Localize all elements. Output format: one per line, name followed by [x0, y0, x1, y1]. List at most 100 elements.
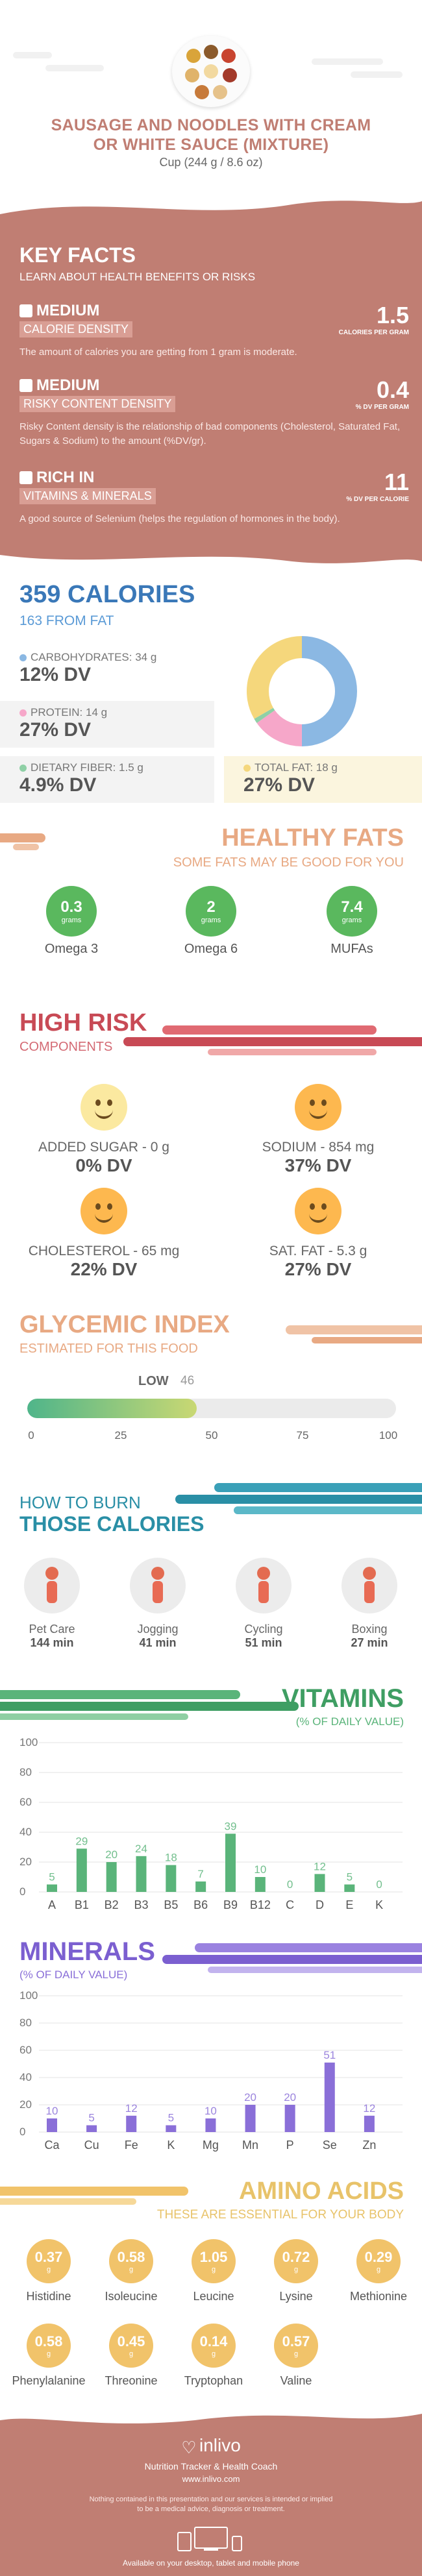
mineral-value-label: 10 [205, 2105, 217, 2117]
vitamin-category-label: B2 [105, 1898, 119, 1911]
amino-item-histidine: 0.37 g Histidine [6, 2239, 91, 2303]
risk-dv: 37% DV [284, 1155, 352, 1175]
glycemic-tick: 75 [296, 1429, 309, 1441]
mineral-value-label: 20 [284, 2091, 296, 2104]
macro-carbs: CARBOHYDRATES: 34 g 12% DV [0, 646, 214, 693]
healthy-fats-subtitle: SOME FATS MAY BE GOOD FOR YOU [173, 855, 404, 870]
activity-minutes: 144 min [30, 1636, 74, 1649]
calories-donut-chart [247, 636, 357, 746]
burn-section: HOW TO BURN THOSE CALORIES Pet Care 144 … [0, 1470, 422, 1671]
macro-dv: 27% DV [19, 719, 92, 741]
vitamin-category-label: K [375, 1898, 383, 1911]
glycemic-bar [27, 1399, 396, 1418]
vitamin-category-label: B1 [75, 1898, 89, 1911]
vitamin-ytick: 40 [19, 1826, 32, 1838]
fat-value: 2 [206, 898, 216, 916]
fact-description: The amount of calories you are getting f… [19, 347, 297, 358]
vitamins-bar-chart: 0204060801005A29B120B224B318B57B639B910B… [19, 1736, 403, 1911]
key-facts-subheading: LEARN ABOUT HEALTH BENEFITS OR RISKS [19, 271, 256, 283]
calories-from-fat: 163 FROM FAT [19, 613, 114, 628]
macro-label: CARBOHYDRATES: 34 g [31, 651, 157, 663]
amino-item-valine: 0.57 g Valine [254, 2324, 338, 2388]
vitamin-category-label: B9 [223, 1898, 238, 1911]
fat-name: MUFAs [330, 942, 373, 956]
vitamin-ytick: 20 [19, 1856, 32, 1868]
amino-item-phenylalanine: 0.58 g Phenylalanine [6, 2324, 91, 2388]
mineral-bar-se [324, 2062, 335, 2132]
fact-calorie-density: MEDIUM CALORIE DENSITY 1.5 CALORIES PER … [19, 302, 409, 360]
macro-label: DIETARY FIBER: 1.5 g [31, 761, 143, 774]
carbs-dot-icon [19, 654, 27, 661]
vitamin-category-label: B6 [193, 1898, 208, 1911]
stripe-decoration [162, 1943, 422, 1973]
fact-vitamins-minerals: RICH IN VITAMINS & MINERALS 11 % DV PER … [19, 469, 409, 526]
mineral-ytick: 40 [19, 2071, 32, 2083]
amino-name: Isoleucine [105, 2290, 158, 2303]
fact-value: 0.4 [376, 376, 409, 403]
serving-size: Cup (244 g / 8.6 oz) [159, 156, 263, 169]
risk-sodium: SODIUM - 854 mg 37% DV [221, 1084, 416, 1176]
fact-tag: RISKY CONTENT DENSITY [19, 396, 176, 412]
mineral-category-label: Mn [242, 2139, 258, 2152]
amino-unit: g [129, 2266, 134, 2274]
fact-tag: CALORIE DENSITY [19, 321, 133, 337]
vitamin-value-label: 18 [165, 1852, 177, 1864]
amino-unit: g [129, 2350, 134, 2358]
smiley-icon [81, 1084, 127, 1131]
macro-fiber: DIETARY FIBER: 1.5 g 4.9% DV [0, 756, 214, 803]
amino-circle: 1.05 g [192, 2239, 236, 2283]
mineral-ytick: 60 [19, 2044, 32, 2056]
disclaimer-line-2: to be a medical advice, diagnosis or tre… [137, 2505, 285, 2513]
amino-subtitle: THESE ARE ESSENTIAL FOR YOUR BODY [156, 2208, 404, 2222]
fat-dot-icon [243, 764, 251, 772]
mineral-ytick: 0 [19, 2126, 25, 2138]
mineral-bar-cu [86, 2125, 97, 2132]
amino-item-threonine: 0.45 g Threonine [89, 2324, 173, 2388]
fat-item-omega3: 0.3 grams Omega 3 [26, 886, 117, 957]
footer-url[interactable]: www.inlivo.com [182, 2474, 240, 2484]
fact-description: A good source of Selenium (helps the reg… [19, 513, 340, 524]
amino-item-lysine: 0.72 g Lysine [254, 2239, 338, 2303]
minerals-bar-chart: 0 20 40 60 80 100 10 Ca 5 Cu 12 Fe 5 K 10 Mg 20 Mn 20 P 51 Se… [19, 1989, 403, 2152]
vitamin-value-label: 0 [376, 1878, 382, 1891]
mineral-ytick: 20 [19, 2098, 32, 2111]
amino-circle: 0.72 g [274, 2239, 318, 2283]
pet-care-icon [24, 1558, 80, 1613]
flame-icon [19, 304, 32, 317]
stripe-decoration [123, 1025, 422, 1055]
glycemic-index-section: GLYCEMIC INDEX ESTIMATED FOR THIS FOOD L… [0, 1301, 422, 1457]
activity-name: Cycling [244, 1623, 283, 1636]
activity-name: Pet Care [29, 1623, 75, 1636]
fact-risky-content: MEDIUM RISKY CONTENT DENSITY 0.4 % DV PE… [19, 376, 409, 448]
macro-dv: 12% DV [19, 664, 92, 685]
stripe-decoration [0, 2187, 188, 2205]
mineral-category-label: Mg [203, 2139, 219, 2152]
key-facts-section: KEY FACTS LEARN ABOUT HEALTH BENEFITS OR… [0, 214, 422, 568]
warning-icon [19, 379, 32, 392]
fact-tag: VITAMINS & MINERALS [19, 488, 156, 504]
amino-unit: g [293, 2266, 299, 2274]
burn-title-1: HOW TO BURN [19, 1493, 141, 1512]
activity-minutes: 51 min [245, 1636, 282, 1649]
vitamin-value-label: 12 [314, 1860, 326, 1872]
vitamin-category-label: B3 [134, 1898, 148, 1911]
fact-value: 11 [384, 469, 409, 495]
boxing-icon [341, 1558, 397, 1613]
amino-item-leucine: 1.05 g Leucine [171, 2239, 256, 2303]
fat-unit: grams [341, 916, 362, 924]
vitamin-value-label: 7 [197, 1868, 203, 1880]
glycemic-tick: 50 [205, 1429, 218, 1441]
activity-minutes: 27 min [351, 1636, 388, 1649]
amino-name: Tryptophan [184, 2374, 243, 2387]
glycemic-tick: 100 [379, 1429, 398, 1441]
fact-unit: % DV PER CALORIE [346, 496, 409, 503]
amino-circle: 0.45 g [109, 2324, 153, 2368]
vitamin-bar-b3 [136, 1856, 147, 1892]
fat-name: Omega 3 [44, 942, 99, 956]
amino-title: AMINO ACIDS [238, 2177, 404, 2205]
risk-dv: 27% DV [284, 1259, 352, 1279]
amino-name: Leucine [193, 2290, 234, 2303]
amino-circle: 0.58 g [27, 2324, 71, 2368]
vitamins-section: VITAMINS (% OF DAILY VALUE) 0 20 40 60 80 100… [0, 1681, 422, 1928]
stripe-decoration [0, 833, 45, 850]
